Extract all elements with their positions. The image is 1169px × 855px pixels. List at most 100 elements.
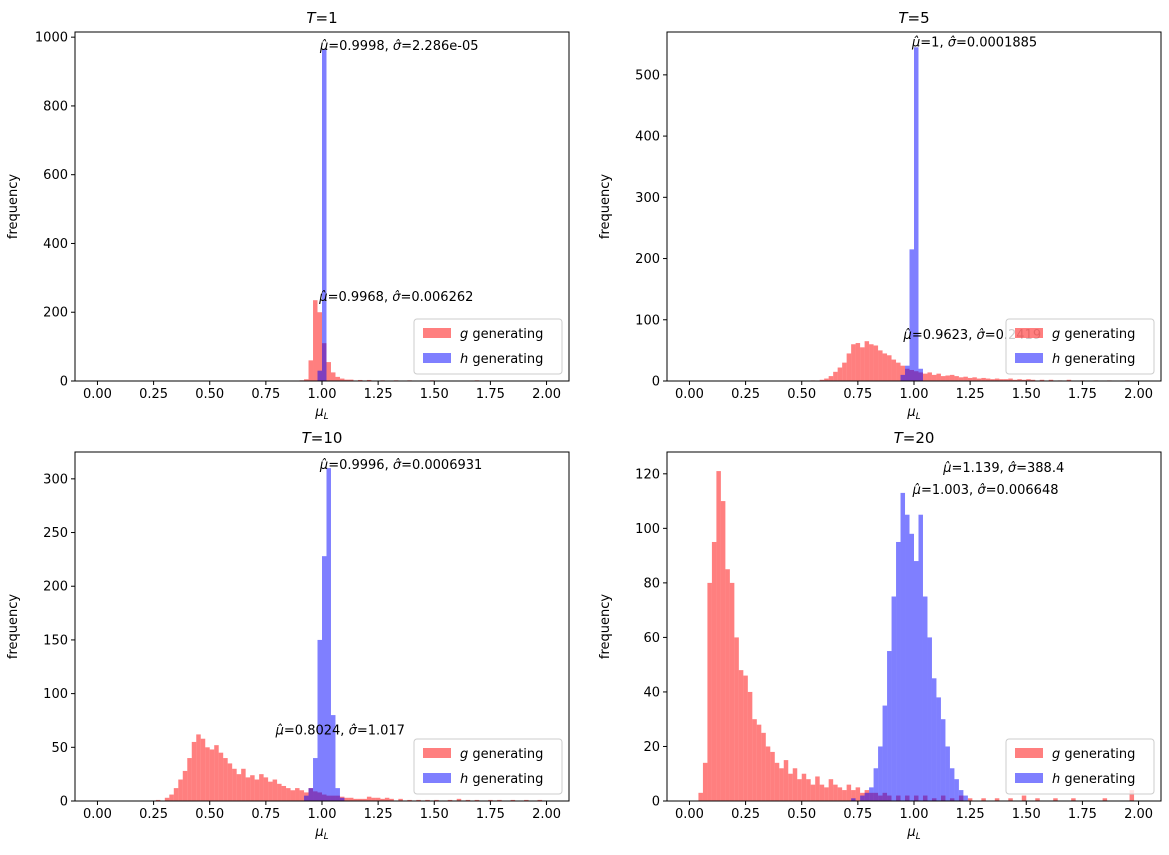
histogram-bar <box>994 798 1000 801</box>
x-tick-label: 0.00 <box>675 807 704 822</box>
x-axis-label: μL <box>314 825 328 842</box>
histogram-bar <box>882 705 888 801</box>
histogram-bar <box>828 376 834 381</box>
histogram-bar <box>187 758 192 801</box>
histogram-bar <box>918 368 923 381</box>
histogram-bar <box>1012 379 1018 381</box>
series-h-generating <box>317 49 327 381</box>
histogram-bar <box>308 360 314 381</box>
x-tick-label: 0.50 <box>195 807 224 822</box>
histogram-bar <box>326 468 331 801</box>
histogram-bar <box>236 774 242 801</box>
histogram-bar <box>510 799 516 801</box>
histogram-bar <box>931 678 937 801</box>
histogram-bar <box>317 370 322 381</box>
histogram-bar <box>191 741 197 801</box>
series-h-generating <box>304 468 345 801</box>
histogram-bar <box>833 784 838 801</box>
histogram-bar <box>752 719 757 801</box>
histogram-bar <box>322 49 327 381</box>
histogram-bar <box>339 378 345 381</box>
histogram-bar <box>824 378 829 381</box>
histogram-bar <box>173 788 179 801</box>
x-tick-label: 0.75 <box>251 807 280 822</box>
series-h-generating <box>900 47 923 381</box>
histogram-bar <box>313 758 318 801</box>
histogram-bar <box>720 501 726 801</box>
histogram-bar <box>922 373 928 381</box>
histogram-bar <box>348 379 354 381</box>
histogram-bar <box>155 799 161 801</box>
histogram-bar <box>1071 798 1076 801</box>
histogram-bar <box>774 762 780 801</box>
series-g-generating <box>698 471 1135 801</box>
histogram-bar <box>322 556 327 801</box>
histogram-bar <box>878 746 883 801</box>
histogram-bar <box>1053 798 1058 801</box>
y-axis-label: frequency <box>6 174 21 240</box>
subplot-3: 0.00 0.25 0.50 0.75 1.00 1.25 1.50 1.75 2.00 0 50 1… <box>6 429 570 842</box>
histogram-bar <box>366 379 372 381</box>
histogram-bar <box>806 779 811 801</box>
histogram-bar <box>725 569 730 801</box>
histogram-bar <box>810 784 816 801</box>
series-h-generating <box>851 492 968 801</box>
histogram-bar <box>958 377 964 381</box>
y-tick-label: 100 <box>635 313 660 328</box>
y-tick-label: 80 <box>643 576 660 591</box>
histogram-bar <box>896 362 901 381</box>
legend: g generating h generating <box>413 318 563 375</box>
x-tick-label: 1.50 <box>1012 807 1041 822</box>
histogram-bar <box>357 798 363 801</box>
x-tick-label: 1.50 <box>420 807 449 822</box>
histogram-bar <box>994 378 1000 381</box>
y-tick-label: 400 <box>635 130 660 145</box>
legend-swatch-h <box>423 773 451 783</box>
histogram-bar <box>738 670 744 801</box>
histogram-bar <box>716 471 721 801</box>
histogram-bar <box>308 788 314 801</box>
x-tick-label: 1.50 <box>1012 387 1041 402</box>
y-tick-label: 0 <box>60 375 68 390</box>
histogram-bar <box>254 779 260 801</box>
histogram-bar <box>447 799 453 801</box>
legend-label: g generating <box>1052 327 1135 342</box>
histogram-bar <box>801 773 807 801</box>
y-tick-label: 0 <box>652 375 660 390</box>
histogram-bar <box>218 752 224 801</box>
y-axis-label: frequency <box>598 174 613 240</box>
histogram-bar <box>375 797 381 801</box>
stat-annotation: μ̂=1.003, σ̂=0.006648 <box>912 483 1059 498</box>
histogram-bar <box>1003 379 1009 381</box>
histogram-bar <box>272 779 278 801</box>
histogram-bar <box>833 371 838 381</box>
x-tick-label: 1.00 <box>308 387 337 402</box>
histogram-bar <box>869 787 874 801</box>
x-tick-label: 0.50 <box>787 807 816 822</box>
histogram-bar <box>765 746 771 801</box>
legend-label: h generating <box>1052 772 1135 787</box>
histogram-bar <box>792 768 798 801</box>
x-axis-ticks: 0.00 0.25 0.50 0.75 1.00 1.25 1.50 1.75 2.00 <box>83 801 561 822</box>
histogram-bar <box>313 300 318 381</box>
y-tick-label: 0 <box>60 795 68 810</box>
histogram-bar <box>362 798 367 801</box>
y-tick-label: 100 <box>43 687 68 702</box>
histogram-bar <box>317 312 322 381</box>
histogram-bar <box>860 347 865 381</box>
histogram-bar <box>896 541 901 801</box>
x-axis-ticks: 0.00 0.25 0.50 0.75 1.00 1.25 1.50 1.75 2.00 <box>675 381 1153 402</box>
histogram-bar <box>1021 795 1027 801</box>
histogram-bar <box>909 249 914 381</box>
histogram-bar <box>299 790 305 801</box>
histogram-bar <box>317 639 322 801</box>
x-axis-ticks: 0.00 0.25 0.50 0.75 1.00 1.25 1.50 1.75 2.00 <box>675 801 1153 822</box>
histogram-bar <box>456 798 462 801</box>
histogram-bar <box>268 781 273 801</box>
histogram-bar <box>967 377 973 381</box>
histogram-bar <box>416 799 421 801</box>
legend-swatch-h <box>423 353 451 363</box>
x-tick-label: 0.25 <box>731 807 760 822</box>
y-axis-label: frequency <box>598 594 613 660</box>
histogram-bar <box>407 799 412 801</box>
